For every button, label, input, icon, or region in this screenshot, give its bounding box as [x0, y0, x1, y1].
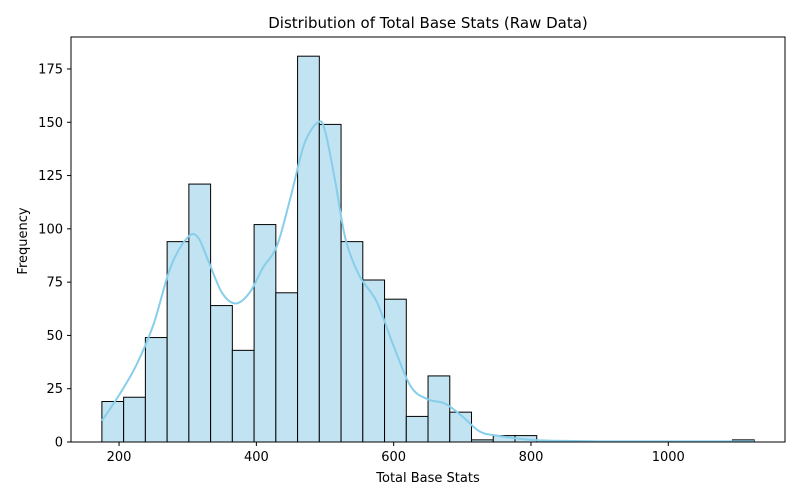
x-axis-ticks: 200 400 600 800 1000: [107, 442, 685, 465]
plot-frame: [70, 36, 786, 443]
kde-curve: [101, 120, 755, 443]
histogram-bar: [123, 396, 146, 443]
histogram-bar: [188, 183, 212, 443]
histogram-bar: [166, 241, 190, 443]
histogram-bar: [231, 349, 255, 443]
y-axis-ticks: 0 25 50 75 100 125 150 175: [38, 62, 71, 451]
histogram-bar: [210, 305, 233, 443]
y-axis-label: Frequency: [16, 207, 31, 274]
histogram-bar: [362, 279, 386, 443]
y-tick-label: 75: [46, 276, 63, 291]
x-tick-label: 200: [107, 450, 132, 465]
x-tick-label: 1000: [652, 450, 685, 465]
y-tick-label: 150: [38, 116, 63, 131]
chart-title: Distribution of Total Base Stats (Raw Da…: [268, 14, 588, 32]
y-tick-label: 25: [46, 382, 63, 397]
histogram-bar: [427, 375, 451, 443]
x-axis-label: Total Base Stats: [375, 471, 480, 486]
histogram-bar: [297, 55, 320, 443]
histogram-bar: [144, 337, 168, 443]
y-tick-label: 50: [46, 329, 63, 344]
y-tick-label: 175: [38, 62, 63, 77]
histogram-bar: [449, 411, 473, 443]
y-tick-label: 125: [38, 169, 63, 184]
histogram-bar: [340, 241, 364, 443]
x-tick-label: 800: [519, 450, 544, 465]
histogram-bar: [405, 415, 429, 443]
y-tick-label: 100: [38, 222, 63, 237]
x-tick-label: 400: [244, 450, 269, 465]
histogram-bar: [318, 123, 342, 443]
histogram-bar: [101, 401, 125, 443]
histogram-bar: [275, 292, 299, 443]
x-tick-label: 600: [381, 450, 406, 465]
y-tick-label: 0: [55, 436, 63, 451]
histogram-bars: [101, 55, 755, 443]
histogram-bar: [253, 224, 277, 443]
